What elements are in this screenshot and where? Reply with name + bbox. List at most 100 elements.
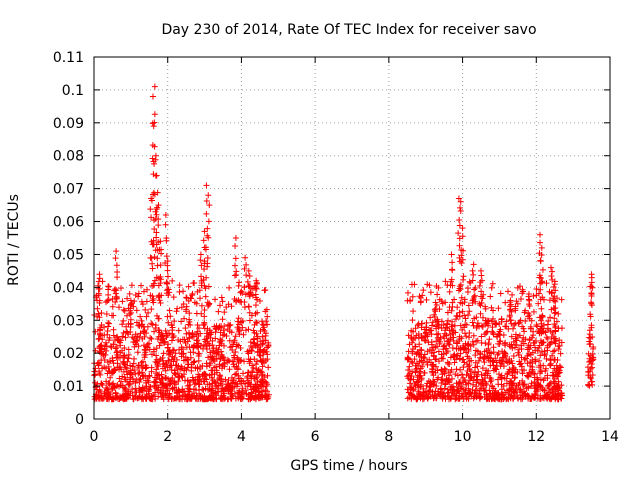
data-point	[221, 323, 228, 330]
data-point	[212, 335, 219, 342]
data-point	[165, 286, 172, 293]
data-point	[454, 372, 461, 379]
data-point	[163, 237, 170, 244]
data-point	[409, 339, 416, 346]
data-point	[448, 323, 455, 330]
data-point	[586, 327, 593, 334]
data-point	[201, 321, 208, 328]
data-point	[246, 272, 253, 279]
data-point	[536, 274, 543, 281]
data-point	[235, 315, 242, 322]
data-point	[508, 380, 515, 387]
data-point	[466, 308, 473, 315]
data-point	[133, 307, 140, 314]
data-point	[424, 348, 431, 355]
data-point	[259, 363, 266, 370]
data-point	[511, 375, 518, 382]
data-point	[97, 332, 104, 339]
data-point	[431, 392, 438, 399]
data-point	[199, 345, 206, 352]
data-point	[536, 364, 543, 371]
data-point	[539, 266, 546, 273]
data-point	[254, 296, 261, 303]
data-point	[194, 343, 201, 350]
data-point	[588, 279, 595, 286]
data-point	[452, 329, 459, 336]
data-point	[176, 346, 183, 353]
data-point	[477, 310, 484, 317]
data-point	[479, 365, 486, 372]
plot-frame	[93, 56, 611, 420]
data-point	[150, 123, 157, 130]
data-point	[118, 285, 125, 292]
x-tick-label: 12	[527, 429, 545, 445]
data-point	[253, 277, 260, 284]
data-point	[251, 321, 258, 328]
data-point	[217, 356, 224, 363]
data-point	[256, 394, 263, 401]
data-point	[502, 350, 509, 357]
data-point	[119, 321, 126, 328]
data-point	[514, 368, 521, 375]
data-point	[145, 309, 152, 316]
data-point	[551, 321, 558, 328]
y-tick-label: 0.01	[53, 379, 84, 395]
data-point	[469, 319, 476, 326]
data-point	[129, 363, 136, 370]
data-point	[427, 383, 434, 390]
data-point	[262, 308, 269, 315]
data-point	[588, 302, 595, 309]
data-point	[157, 300, 164, 307]
data-point	[538, 323, 545, 330]
data-point	[504, 359, 511, 366]
data-point	[149, 93, 156, 100]
data-point	[222, 376, 229, 383]
data-point	[524, 372, 531, 379]
data-point	[95, 361, 102, 368]
data-point	[256, 297, 263, 304]
data-point	[408, 281, 415, 288]
data-point	[264, 321, 271, 328]
data-point	[527, 395, 534, 402]
data-point	[205, 354, 212, 361]
data-point	[413, 365, 420, 372]
data-point	[215, 308, 222, 315]
data-point	[197, 257, 204, 264]
data-point	[538, 244, 545, 251]
data-point	[502, 323, 509, 330]
data-point	[498, 375, 505, 382]
data-point	[537, 258, 544, 265]
data-point	[457, 286, 464, 293]
data-point	[260, 326, 267, 333]
data-point	[205, 395, 212, 402]
data-point	[482, 303, 489, 310]
data-point	[554, 356, 561, 363]
data-point	[253, 280, 260, 287]
data-point	[457, 322, 464, 329]
data-point	[533, 322, 540, 329]
data-point	[121, 307, 128, 314]
data-point	[588, 360, 595, 367]
data-point	[154, 247, 161, 254]
data-point	[536, 396, 543, 403]
data-point	[449, 266, 456, 273]
data-point	[408, 373, 415, 380]
data-point	[120, 329, 127, 336]
data-point	[244, 369, 251, 376]
data-point	[430, 372, 437, 379]
data-point	[114, 360, 121, 367]
data-point	[518, 342, 525, 349]
data-point	[549, 372, 556, 379]
data-point	[543, 280, 550, 287]
data-point	[226, 322, 233, 329]
data-point	[200, 276, 207, 283]
data-point	[452, 371, 459, 378]
data-point	[439, 371, 446, 378]
data-point	[153, 234, 160, 241]
data-point	[456, 222, 463, 229]
x-tick-label: 10	[454, 429, 472, 445]
data-point	[461, 324, 468, 331]
data-point	[196, 287, 203, 294]
data-point	[244, 278, 251, 285]
data-point	[461, 296, 468, 303]
